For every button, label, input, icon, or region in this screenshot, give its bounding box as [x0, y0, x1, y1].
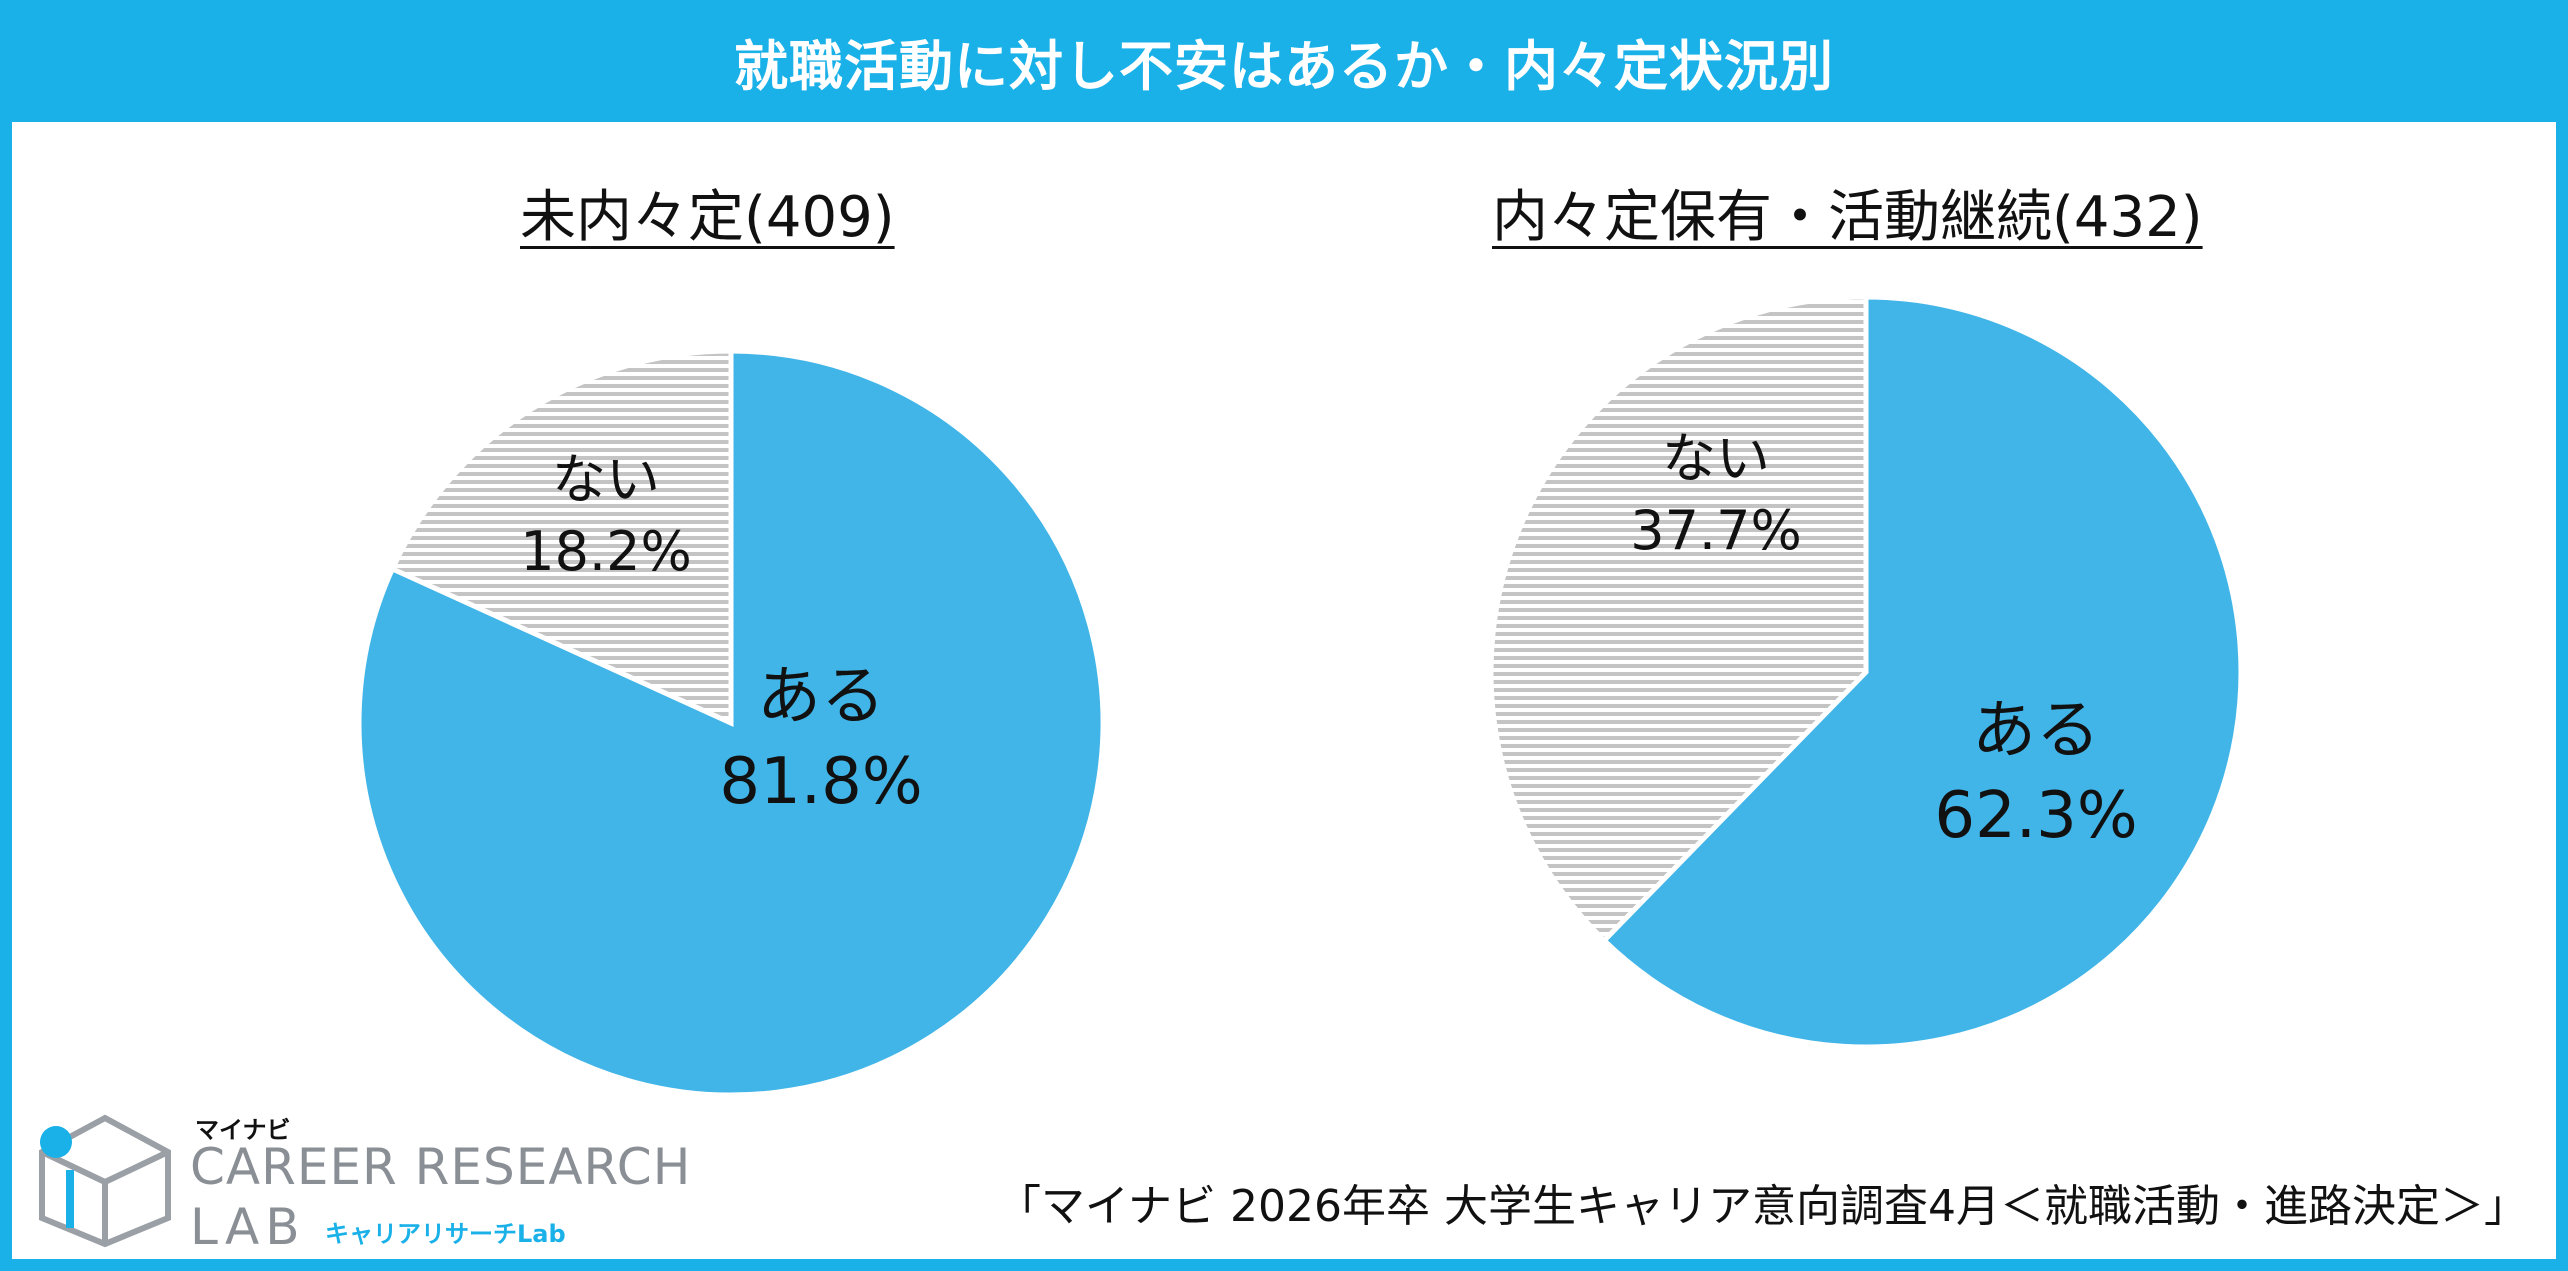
slice-value-nai: 37.7%	[1630, 499, 1802, 562]
slice-value-nai: 18.2%	[520, 520, 692, 583]
career-research-lab-logo: マイナビ CAREER RESEARCH LAB キャリアリサーチLab	[30, 1110, 690, 1256]
pie-chart-mi-naitei: ある 81.8% ない 18.2%	[356, 348, 1106, 1098]
slice-value-aru: 62.3%	[1934, 779, 2137, 853]
logo-sub: キャリアリサーチLab	[325, 1220, 566, 1248]
source-note: 「マイナビ 2026年卒 大学生キャリア意向調査4月＜就職活動・進路決定＞」	[996, 1181, 2528, 1232]
pie-slice-nai	[389, 348, 734, 727]
slice-value-aru: 81.8%	[719, 745, 922, 819]
logo-brand: マイナビ	[195, 1116, 291, 1144]
pie-slice-aru	[1600, 294, 2244, 1050]
slice-label-nai: ない	[1662, 427, 1770, 490]
pie-slice-aru	[356, 348, 1106, 1098]
pie-slice-nai	[1488, 294, 1869, 945]
page-title: 就職活動に対し不安はあるか・内々定状況別	[0, 0, 2568, 122]
chart-title-naitei-hoyu: 内々定保有・活動継続(432)	[1492, 185, 2203, 250]
slice-label-aru: ある	[757, 660, 885, 734]
slice-label-nai: ない	[552, 448, 660, 511]
lab-cube-icon	[39, 1114, 171, 1248]
pie-chart-naitei-hoyu: ある 62.3% ない 37.7%	[1488, 294, 2244, 1050]
slice-label-aru: ある	[1972, 694, 2100, 768]
chart-title-mi-naitei: 未内々定(409)	[520, 185, 895, 250]
logo-line2: LAB	[190, 1198, 306, 1256]
logo-line1: CAREER RESEARCH	[190, 1138, 692, 1196]
